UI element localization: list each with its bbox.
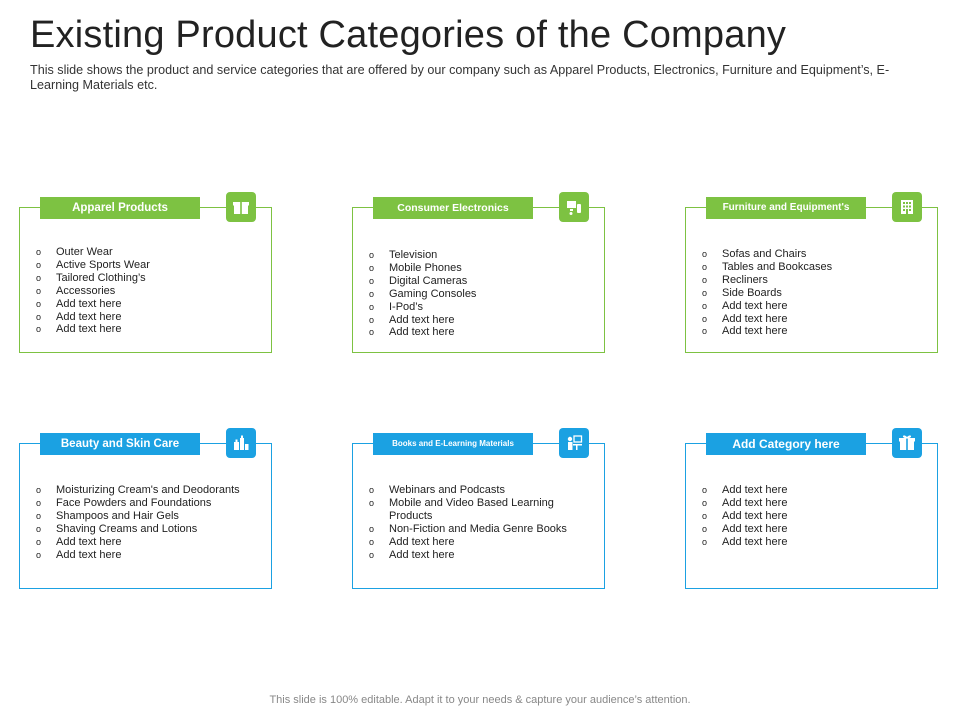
category-card-apparel: Apparel Products Outer Wear Active Sport… (19, 192, 272, 353)
list-item: Add text here (369, 314, 476, 327)
list-item: Add text here (36, 323, 150, 336)
list-item: Add text here (36, 536, 240, 549)
electronics-icon (559, 192, 589, 222)
slide-subtitle: This slide shows the product and service… (30, 63, 890, 92)
list-item: Side Boards (702, 287, 832, 300)
category-card-furniture: Furniture and Equipment's Sofas and Chai… (685, 192, 938, 353)
category-label-furniture: Furniture and Equipment's (706, 197, 866, 219)
list-item: Sofas and Chairs (702, 248, 832, 261)
list-item: Webinars and Podcasts (369, 484, 589, 497)
list-item: Tables and Bookcases (702, 261, 832, 274)
list-item: Add text here (702, 313, 832, 326)
list-item: Face Powders and Foundations (36, 497, 240, 510)
category-items-apparel: Outer Wear Active Sports Wear Tailored C… (36, 246, 150, 336)
list-item: Digital Cameras (369, 275, 476, 288)
list-item: Add text here (702, 510, 787, 523)
category-card-electronics: Consumer Electronics Television Mobile P… (352, 192, 605, 353)
list-item: Tailored Clothing’s (36, 272, 150, 285)
list-item: Add text here (702, 497, 787, 510)
footer-note: This slide is 100% editable. Adapt it to… (269, 694, 691, 706)
list-item: Add text here (36, 298, 150, 311)
list-item: Mobile Phones (369, 262, 476, 275)
list-item: Add text here (369, 326, 476, 339)
list-item: Moisturizing Cream's and Deodorants (36, 484, 240, 497)
slide-title: Existing Product Categories of the Compa… (30, 14, 787, 56)
list-item: Shampoos and Hair Gels (36, 510, 240, 523)
list-item: Outer Wear (36, 246, 150, 259)
gift-box-icon (892, 428, 922, 458)
cosmetics-icon (226, 428, 256, 458)
list-item: Television (369, 249, 476, 262)
category-label-electronics: Consumer Electronics (373, 197, 533, 219)
category-label-add: Add Category here (706, 433, 866, 455)
category-items-add: Add text here Add text here Add text her… (702, 484, 787, 549)
category-label-apparel: Apparel Products (40, 197, 200, 219)
category-items-electronics: Television Mobile Phones Digital Cameras… (369, 249, 476, 339)
category-card-beauty: Beauty and Skin Care Moisturizing Cream'… (19, 428, 272, 589)
category-items-books: Webinars and Podcasts Mobile and Video B… (369, 484, 589, 561)
list-item: Mobile and Video Based Learning Products (369, 497, 589, 523)
list-item: Gaming Consoles (369, 288, 476, 301)
list-item: Add text here (36, 549, 240, 562)
list-item: I-Pod’s (369, 301, 476, 314)
list-item: Add text here (369, 536, 589, 549)
category-card-books: Books and E-Learning Materials Webinars … (352, 428, 605, 589)
list-item: Add text here (702, 325, 832, 338)
gift-box-icon (226, 192, 256, 222)
category-items-furniture: Sofas and Chairs Tables and Bookcases Re… (702, 248, 832, 338)
e-learning-icon (559, 428, 589, 458)
list-item: Add text here (702, 523, 787, 536)
list-item: Active Sports Wear (36, 259, 150, 272)
list-item: Recliners (702, 274, 832, 287)
category-label-beauty: Beauty and Skin Care (40, 433, 200, 455)
list-item: Add text here (702, 300, 832, 313)
list-item: Add text here (36, 311, 150, 324)
list-item: Accessories (36, 285, 150, 298)
list-item: Add text here (369, 549, 589, 562)
category-items-beauty: Moisturizing Cream's and Deodorants Face… (36, 484, 240, 561)
building-icon (892, 192, 922, 222)
list-item: Add text here (702, 536, 787, 549)
list-item: Add text here (702, 484, 787, 497)
category-card-add: Add Category here Add text here Add text… (685, 428, 938, 589)
category-label-books: Books and E-Learning Materials (373, 433, 533, 455)
list-item: Non-Fiction and Media Genre Books (369, 523, 589, 536)
list-item: Shaving Creams and Lotions (36, 523, 240, 536)
